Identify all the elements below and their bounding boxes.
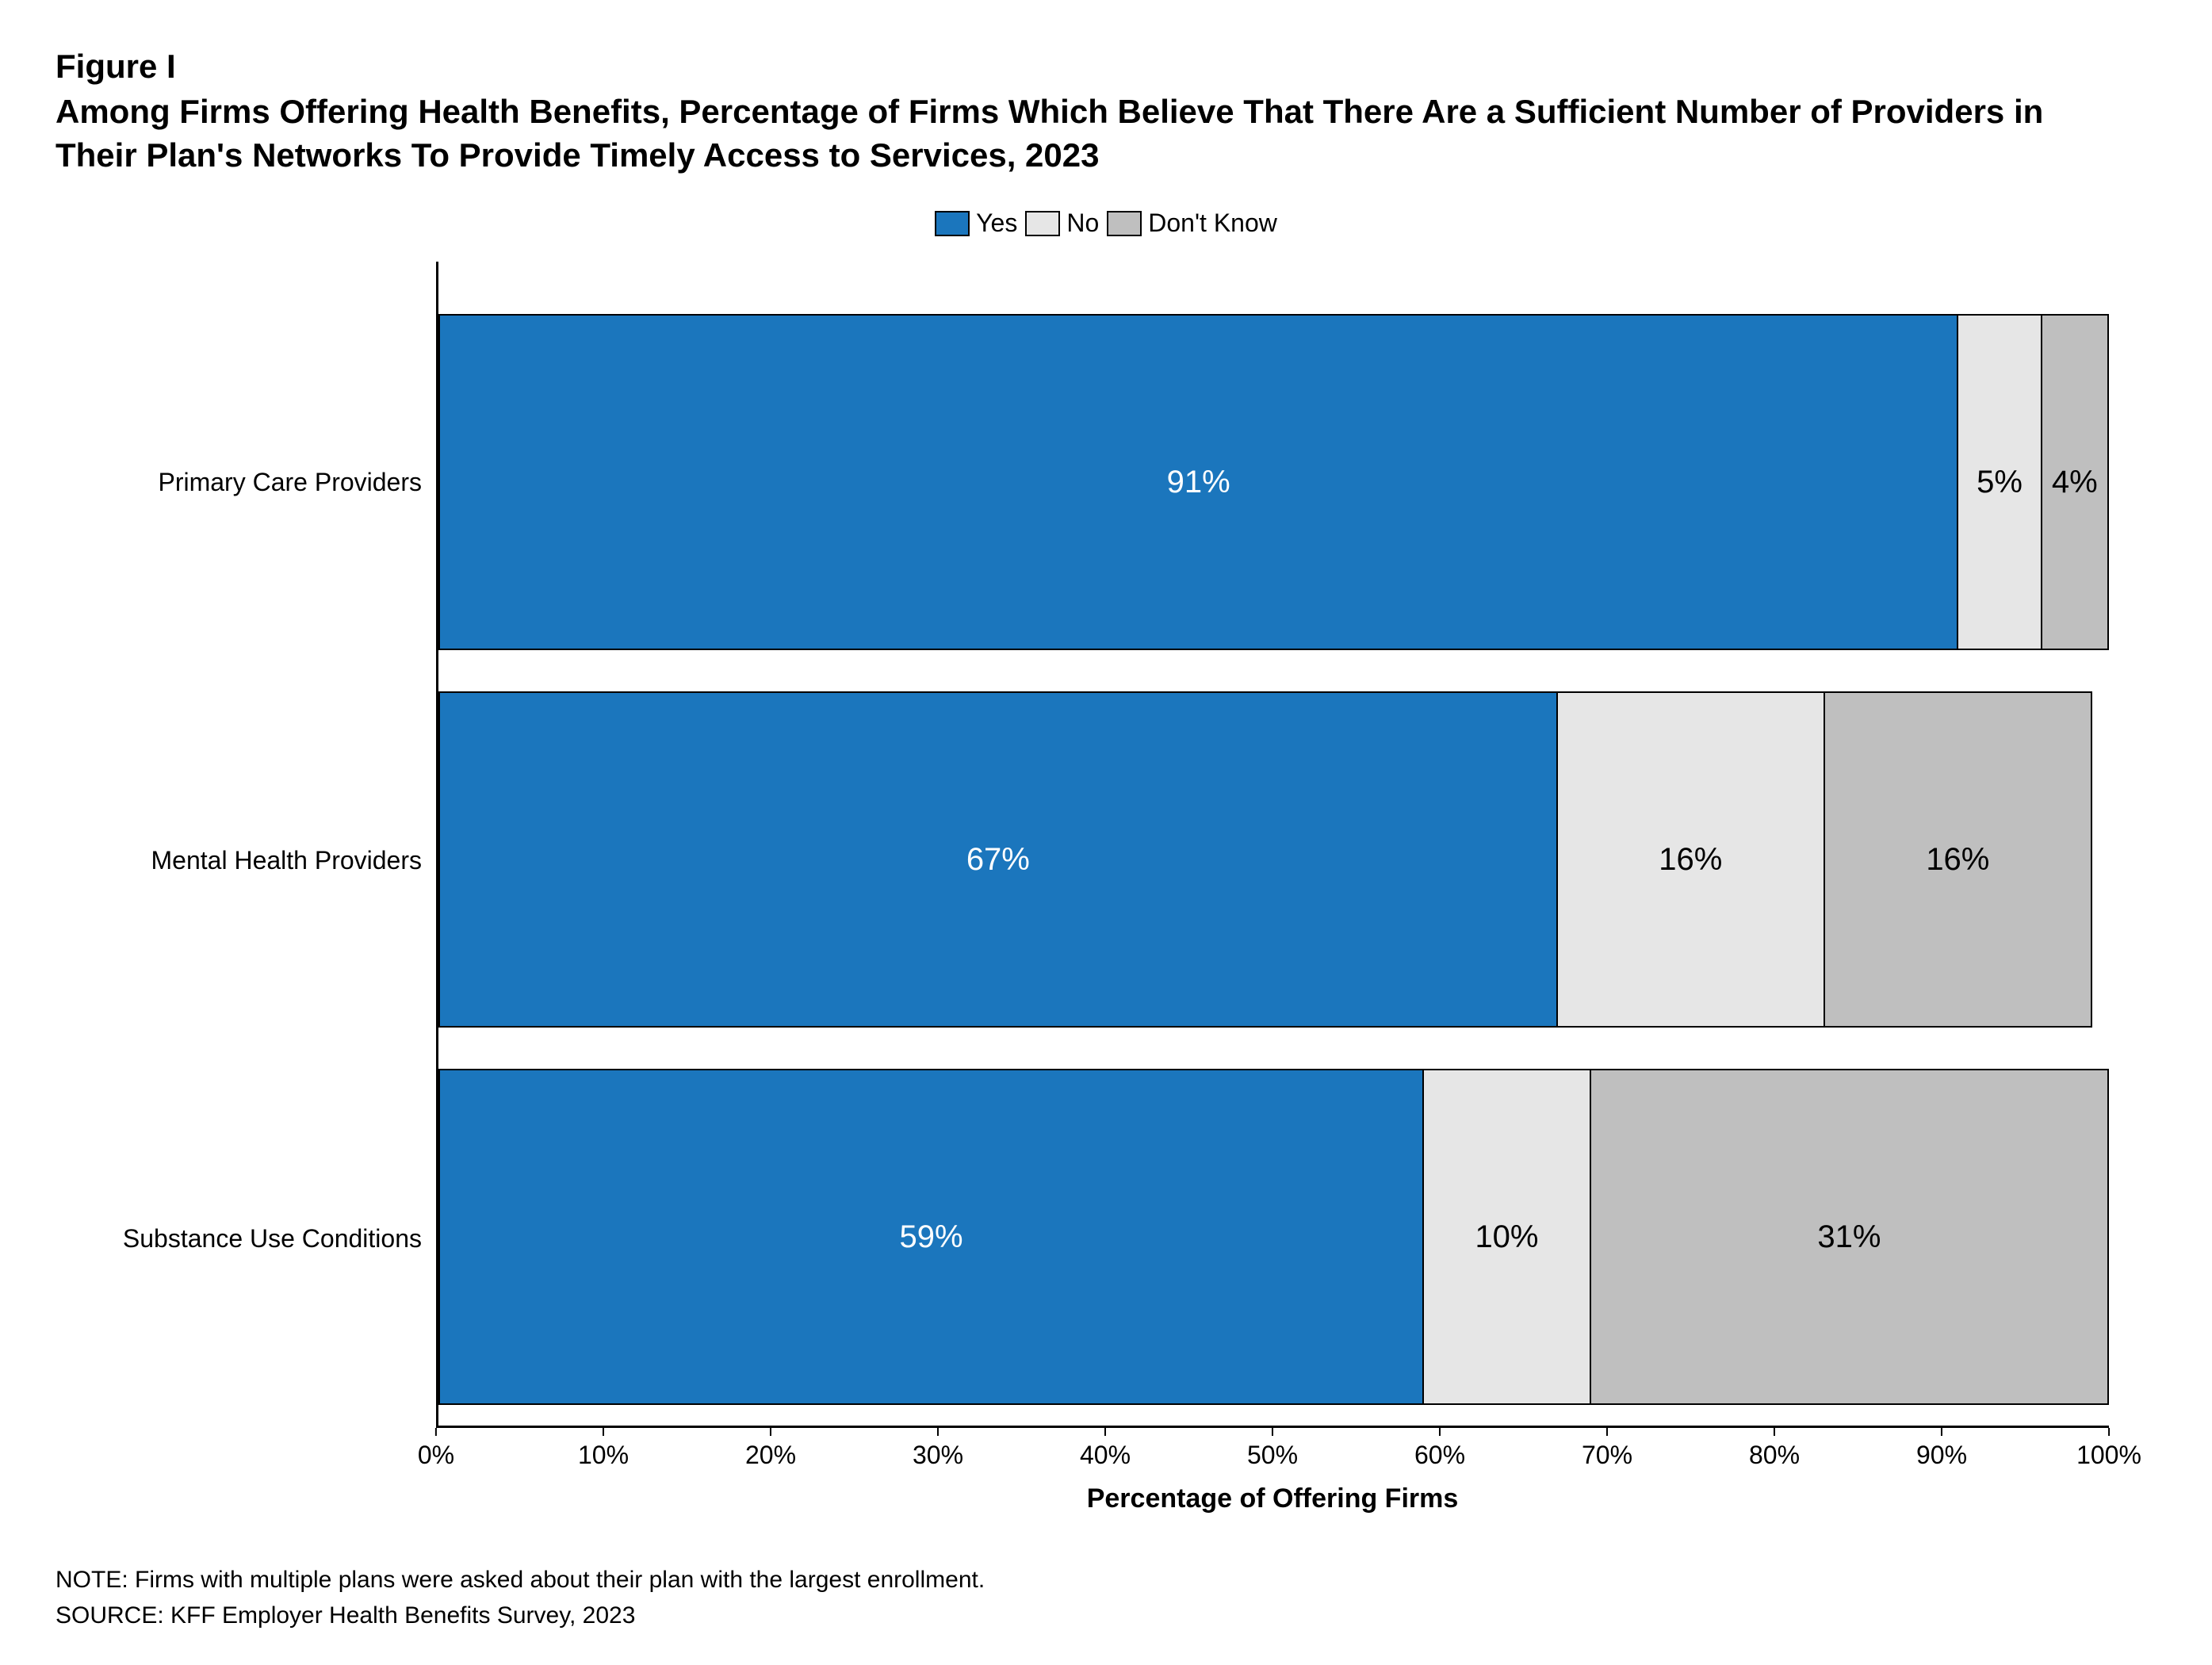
x-tick-label: 20%: [745, 1441, 796, 1470]
legend-swatch-dk: [1107, 211, 1142, 236]
bar-segment-yes: 59%: [438, 1069, 1424, 1405]
legend-swatch-yes: [935, 211, 970, 236]
x-tick: 0%: [418, 1428, 454, 1470]
bar-wrap: 59%10%31%: [438, 1069, 2109, 1405]
x-tick: 10%: [578, 1428, 629, 1470]
x-tick: 70%: [1582, 1428, 1632, 1470]
source-text: SOURCE: KFF Employer Health Benefits Sur…: [55, 1598, 2157, 1633]
chart-area: Primary Care Providers Mental Health Prov…: [55, 262, 2157, 1428]
bar-wrap: 67%16%16%: [438, 691, 2109, 1028]
plot-area: 91%5%4%67%16%16%59%10%31%: [436, 262, 2109, 1428]
x-tick-label: 50%: [1247, 1441, 1298, 1470]
x-tick-label: 90%: [1916, 1441, 1967, 1470]
legend-item-dk: Don't Know: [1107, 209, 1277, 238]
bar-row: 67%16%16%: [438, 671, 2109, 1048]
x-tickmark: [1941, 1428, 1942, 1436]
x-tick: 30%: [913, 1428, 963, 1470]
legend-label-dk: Don't Know: [1148, 209, 1277, 238]
x-tick: 20%: [745, 1428, 796, 1470]
bar-row: 59%10%31%: [438, 1048, 2109, 1426]
y-label-text: Substance Use Conditions: [123, 1224, 422, 1254]
x-tickmark: [435, 1428, 437, 1436]
bar-segment-dk: 4%: [2042, 314, 2109, 650]
x-tickmark: [1606, 1428, 1608, 1436]
x-tick-label: 30%: [913, 1441, 963, 1470]
x-tick-label: 70%: [1582, 1441, 1632, 1470]
x-tick: 100%: [2076, 1428, 2141, 1470]
y-label-text: Mental Health Providers: [151, 846, 422, 875]
x-tickmark: [1272, 1428, 1273, 1436]
x-tick: 40%: [1080, 1428, 1131, 1470]
x-tick-label: 10%: [578, 1441, 629, 1470]
bar-segment-yes: 67%: [438, 691, 1558, 1028]
bar-segment-no: 10%: [1424, 1069, 1591, 1405]
note-text: NOTE: Firms with multiple plans were ask…: [55, 1562, 2157, 1598]
legend-label-no: No: [1066, 209, 1099, 238]
x-tickmark: [770, 1428, 771, 1436]
x-tick-label: 40%: [1080, 1441, 1131, 1470]
bar-wrap: 91%5%4%: [438, 314, 2109, 650]
figure-label: Figure I: [55, 48, 2157, 86]
bars-container: 91%5%4%67%16%16%59%10%31%: [438, 262, 2109, 1426]
bar-row: 91%5%4%: [438, 293, 2109, 671]
figure-container: Figure I Among Firms Offering Health Ben…: [0, 0, 2212, 1665]
y-label-text: Primary Care Providers: [158, 468, 422, 497]
x-tickmark: [1774, 1428, 1775, 1436]
y-label: Mental Health Providers: [55, 672, 436, 1050]
bar-segment-dk: 31%: [1591, 1069, 2109, 1405]
x-tick-label: 100%: [2076, 1441, 2141, 1470]
legend-item-yes: Yes: [935, 209, 1017, 238]
y-label: Substance Use Conditions: [55, 1050, 436, 1428]
x-tick-label: 80%: [1749, 1441, 1800, 1470]
x-tickmark: [603, 1428, 604, 1436]
y-label: Primary Care Providers: [55, 293, 436, 672]
x-tick: 90%: [1916, 1428, 1967, 1470]
bar-segment-yes: 91%: [438, 314, 1958, 650]
x-tick: 50%: [1247, 1428, 1298, 1470]
legend-item-no: No: [1025, 209, 1099, 238]
x-tick: 80%: [1749, 1428, 1800, 1470]
x-tick-label: 0%: [418, 1441, 454, 1470]
figure-title: Among Firms Offering Health Benefits, Pe…: [55, 90, 2077, 177]
footnotes: NOTE: Firms with multiple plans were ask…: [55, 1562, 2157, 1633]
legend: Yes No Don't Know: [55, 209, 2157, 238]
legend-swatch-no: [1025, 211, 1060, 236]
x-axis: 0%10%20%30%40%50%60%70%80%90%100%: [436, 1428, 2109, 1515]
bar-segment-dk: 16%: [1825, 691, 2092, 1028]
x-tick: 60%: [1414, 1428, 1465, 1470]
y-axis-labels: Primary Care Providers Mental Health Prov…: [55, 262, 436, 1428]
bar-segment-no: 5%: [1958, 314, 2042, 650]
x-tick-label: 60%: [1414, 1441, 1465, 1470]
x-tickmark: [1104, 1428, 1106, 1436]
x-tickmark: [1439, 1428, 1441, 1436]
x-tickmark: [937, 1428, 939, 1436]
x-tickmark: [2108, 1428, 2110, 1436]
bar-segment-no: 16%: [1558, 691, 1825, 1028]
legend-label-yes: Yes: [976, 209, 1017, 238]
